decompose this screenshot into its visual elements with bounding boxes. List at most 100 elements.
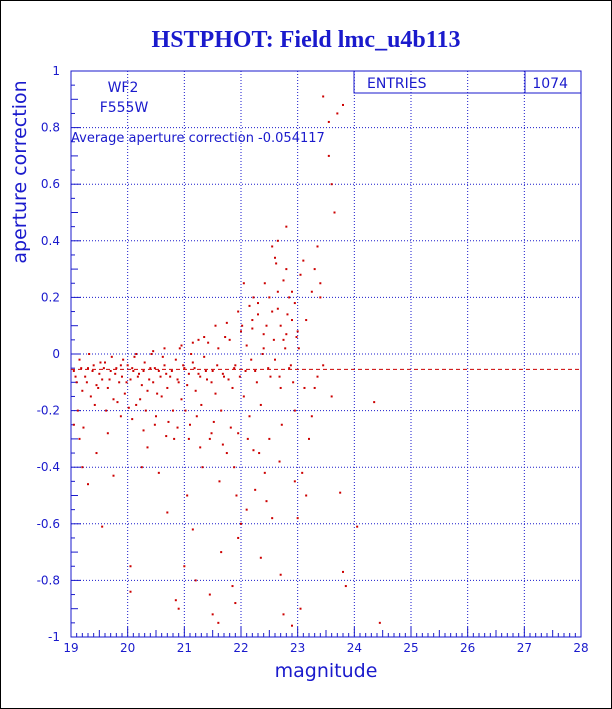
- data-point: [310, 290, 313, 293]
- stats-box: ENTRIES 1074: [353, 70, 582, 94]
- data-point: [301, 471, 304, 474]
- data-point: [172, 409, 174, 412]
- data-point: [206, 378, 208, 381]
- data-point: [193, 367, 196, 370]
- data-point: [143, 361, 146, 364]
- data-point: [246, 437, 249, 440]
- data-point: [299, 607, 302, 610]
- data-point: [227, 378, 230, 381]
- data-point: [263, 471, 266, 474]
- data-point: [293, 480, 296, 483]
- data-point: [282, 338, 285, 341]
- data-point: [173, 437, 176, 440]
- data-point: [166, 386, 169, 389]
- data-point: [178, 347, 181, 350]
- data-point: [305, 494, 308, 497]
- data-point: [190, 353, 193, 355]
- data-point: [289, 364, 292, 367]
- data-point: [274, 358, 276, 361]
- data-point: [132, 369, 135, 372]
- data-point: [87, 483, 89, 486]
- x-tick-label: 24: [347, 641, 362, 655]
- data-point: [288, 296, 291, 299]
- data-point: [259, 556, 262, 559]
- data-point: [231, 585, 234, 588]
- data-point: [212, 420, 215, 423]
- data-point: [342, 570, 344, 573]
- data-point: [344, 585, 347, 588]
- data-point: [251, 327, 254, 330]
- data-point: [285, 333, 288, 336]
- data-point: [237, 536, 240, 539]
- data-point: [268, 296, 271, 299]
- data-point: [319, 296, 322, 299]
- data-point: [131, 367, 134, 370]
- data-point: [129, 590, 132, 593]
- data-point: [146, 446, 149, 449]
- data-point: [231, 386, 234, 389]
- data-point: [233, 466, 236, 469]
- data-point: [268, 437, 271, 440]
- data-point: [142, 369, 145, 372]
- data-point: [204, 369, 207, 372]
- data-point: [293, 302, 296, 305]
- data-point: [78, 437, 81, 440]
- data-point: [195, 415, 198, 418]
- data-point: [156, 392, 159, 395]
- stats-entries-value: 1074: [532, 76, 568, 92]
- data-point: [280, 423, 283, 426]
- data-point: [262, 347, 265, 350]
- data-point: [176, 426, 179, 429]
- data-point: [208, 593, 211, 596]
- data-point: [127, 406, 130, 409]
- data-point: [208, 437, 211, 440]
- x-tick-label: 20: [120, 641, 135, 655]
- y-tick-label: 1: [52, 64, 60, 78]
- data-point: [76, 409, 79, 412]
- data-point: [116, 401, 119, 404]
- data-point: [88, 353, 91, 355]
- data-point: [199, 375, 202, 378]
- data-point: [81, 466, 84, 469]
- data-point: [259, 403, 262, 406]
- data-point: [218, 480, 221, 483]
- data-point: [276, 307, 279, 310]
- data-point: [131, 418, 134, 421]
- data-point: [271, 310, 274, 313]
- data-point: [169, 375, 172, 378]
- data-point: [200, 403, 203, 406]
- data-point: [189, 423, 191, 426]
- data-point: [115, 367, 118, 370]
- data-point: [166, 511, 169, 514]
- data-point: [152, 350, 155, 353]
- data-point: [245, 344, 248, 347]
- data-point: [163, 347, 166, 350]
- data-point: [330, 183, 333, 186]
- x-axis-label: magnitude: [275, 660, 378, 682]
- data-point: [313, 268, 316, 271]
- y-tick-label: 0: [52, 347, 60, 361]
- data-point: [297, 347, 300, 350]
- data-point: [245, 508, 248, 511]
- data-point: [356, 525, 359, 528]
- data-point: [84, 375, 87, 378]
- data-point: [129, 565, 132, 568]
- data-point: [220, 551, 223, 554]
- data-point: [251, 319, 254, 322]
- data-point: [119, 415, 122, 418]
- data-point: [237, 310, 240, 313]
- x-tick-label: 22: [233, 641, 248, 655]
- data-point: [182, 364, 185, 367]
- data-point: [274, 256, 276, 259]
- data-point: [234, 364, 237, 367]
- data-point: [180, 344, 183, 347]
- data-point: [285, 225, 288, 228]
- data-point: [291, 290, 293, 293]
- data-point: [161, 355, 164, 358]
- data-point: [241, 324, 244, 327]
- data-point: [242, 282, 245, 285]
- data-point: [233, 367, 236, 370]
- data-point: [257, 302, 259, 305]
- data-point: [286, 313, 289, 316]
- data-point: [284, 347, 287, 350]
